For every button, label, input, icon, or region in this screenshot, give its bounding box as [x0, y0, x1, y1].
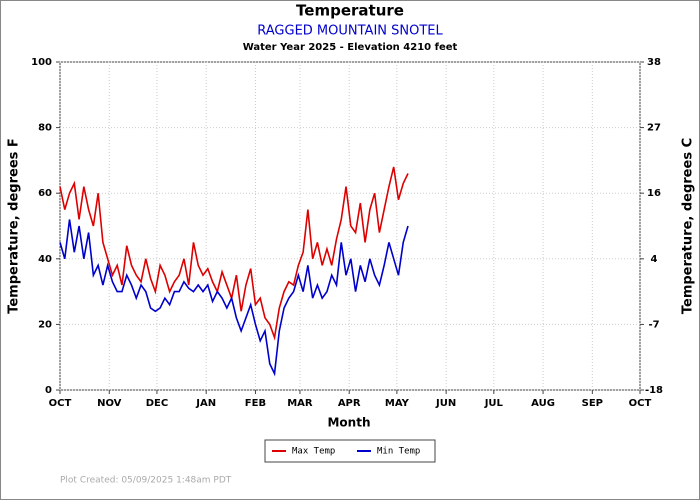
x-axis-label: Month	[327, 416, 370, 430]
x-tick-label: OCT	[629, 398, 652, 409]
y2-tick-label: 27	[647, 123, 661, 134]
y-tick-label: 80	[38, 123, 52, 134]
x-tick-label: JUL	[484, 398, 504, 409]
x-tick-label: NOV	[97, 398, 122, 409]
chart-subtitle: RAGGED MOUNTAIN SNOTEL	[257, 24, 443, 39]
x-tick-label: JAN	[195, 398, 216, 409]
legend-box	[264, 439, 436, 463]
y-tick-label: 100	[31, 57, 52, 68]
x-tick-label: APR	[338, 398, 361, 409]
y2-tick-label: 16	[647, 188, 661, 199]
y2-tick-label: 38	[647, 57, 661, 68]
y-axis-label: Temperature, degrees F	[7, 138, 22, 314]
x-tick-label: MAY	[385, 398, 410, 409]
chart-subtitle2: Water Year 2025 - Elevation 4210 feet	[243, 42, 458, 53]
y2-tick-label: -7	[648, 319, 659, 330]
y-tick-label: 20	[38, 319, 52, 330]
y-tick-label: 40	[38, 254, 52, 265]
x-tick-label: DEC	[146, 398, 168, 409]
legend-label: Min Temp	[377, 447, 420, 457]
y2-tick-label: -18	[645, 385, 663, 396]
y2-axis-label: Temperature, degrees C	[681, 138, 696, 314]
y2-tick-label: 4	[651, 254, 658, 265]
footer: Plot Created: 05/09/2025 1:48am PDT	[60, 476, 232, 486]
x-tick-label: JUN	[435, 398, 456, 409]
line-series	[59, 219, 409, 377]
chart-title: Temperature	[296, 2, 404, 20]
x-tick-label: AUG	[531, 398, 555, 409]
y-tick-label: 0	[45, 385, 52, 396]
x-tick-label: FEB	[245, 398, 266, 409]
x-tick-label: SEP	[582, 398, 603, 409]
line-series	[59, 166, 409, 341]
x-tick-label: OCT	[49, 398, 72, 409]
y-tick-label: 60	[38, 188, 52, 199]
x-tick-label: MAR	[287, 398, 313, 409]
legend-label: Max Temp	[292, 447, 335, 457]
